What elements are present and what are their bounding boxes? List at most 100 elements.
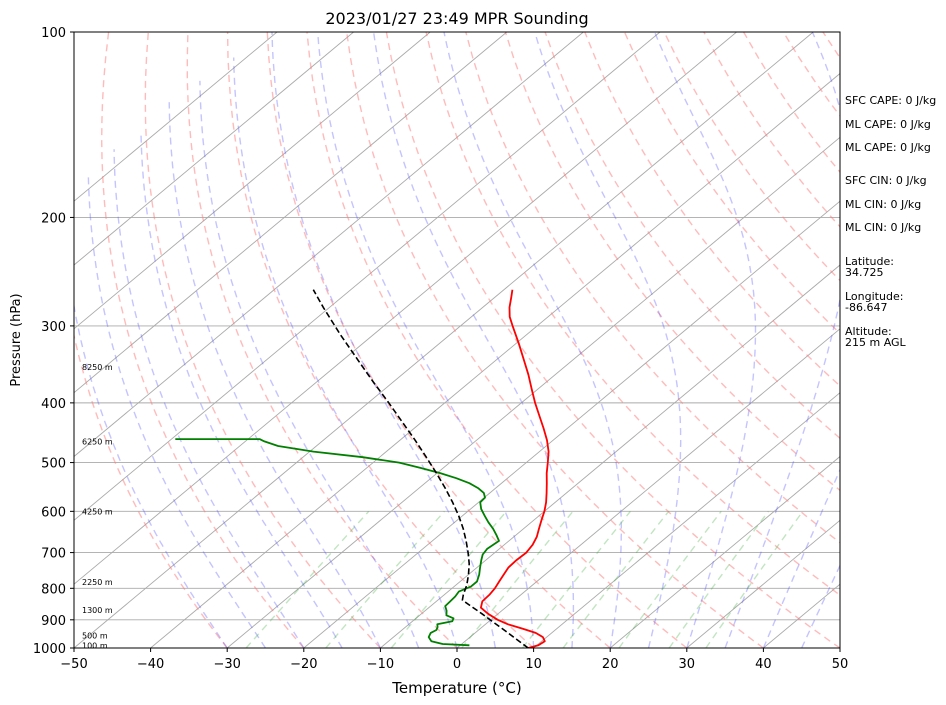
moist-adiabat [168,102,382,648]
isotherm-line [226,136,840,648]
altitude-value: 215 m AGL [845,336,906,349]
isotherm-line [150,72,840,648]
mixing-ratio-line [325,510,445,648]
ml-cape-text-2: ML CAPE: 0 J/kg [845,141,931,154]
ml-cin-text-2: ML CIN: 0 J/kg [845,221,922,234]
isotherm-line [74,32,661,521]
y-tick-label: 800 [41,582,66,597]
isotherm-line [686,519,840,648]
x-tick-label: 50 [832,657,849,672]
y-tick-label: 700 [41,547,66,562]
height-label: 2250 m [82,578,113,587]
isotherm-line [74,32,354,266]
latitude-value: 34.725 [845,266,884,279]
height-label: 500 m [82,632,108,641]
ml-cape-text: ML CAPE: 0 J/kg [845,118,931,131]
background-lines [74,32,946,648]
temperature-line [480,289,550,648]
dry-adiabat [266,32,611,648]
isotherm-line [74,32,814,648]
moist-adiabat [724,32,840,648]
y-tick-label: 400 [41,397,66,412]
height-label: 1300 m [82,606,113,615]
x-tick-label: −20 [290,657,317,672]
x-tick-label: 10 [525,657,542,672]
mixing-ratio-line [562,510,670,648]
dewpoint-line [175,438,500,647]
isotherm-line [74,32,508,394]
y-axis-label: Pressure (hPa) [9,293,24,386]
dry-adiabat [186,32,458,648]
dry-adiabat [226,32,535,648]
altitude-label: Altitude: [845,325,892,338]
moist-adiabat [199,80,420,648]
x-tick-label: 20 [602,657,619,672]
isotherm-line [74,32,431,330]
dry-adiabat [942,32,946,648]
isotherm-line [74,32,584,458]
moist-adiabat [74,302,228,648]
moist-adiabat [87,173,267,648]
y-tick-label: 300 [41,320,66,335]
dry-adiabat [584,32,840,387]
moist-adiabat [140,131,343,648]
chart-title: 2023/01/27 23:49 MPR Sounding [325,9,588,28]
moist-adiabat [534,32,682,648]
isotherm-line [303,200,840,648]
dry-adiabat [623,32,840,335]
dry-adiabat [74,332,228,648]
height-label: 6250 m [82,437,113,446]
y-tick-label: 200 [41,211,66,226]
sfc-cape-text: SFC CAPE: 0 J/kg [845,94,937,107]
isotherm-line [74,32,737,585]
x-tick-label: −50 [60,657,87,672]
moist-adiabat [317,32,535,648]
height-label: 100 m [82,641,108,650]
dry-adiabat [385,32,840,648]
isotherm-line [456,328,840,648]
dry-adiabat [144,32,381,648]
dry-adiabat [101,32,305,648]
profile-lines [175,289,550,648]
y-tick-label: 500 [41,457,66,472]
parcel-line [312,289,529,648]
x-axis-label: Temperature (°C) [391,679,521,697]
isotherm-line [380,264,840,648]
x-tick-label: 30 [679,657,696,672]
mixing-ratio-line [705,510,804,648]
moist-adiabat [271,32,496,648]
y-tick-label: 1000 [33,642,66,657]
ml-cin-text: ML CIN: 0 J/kg [845,198,922,211]
dry-adiabat [346,32,764,648]
mixing-ratio-line [245,510,370,648]
moist-adiabat [762,467,840,648]
x-tick-label: −10 [367,657,394,672]
mixing-ratio-line [618,510,722,648]
x-tick-label: −40 [137,657,164,672]
mixing-ratio-line [668,510,769,648]
moist-adiabat [653,32,757,648]
mixing-ratio-line [521,510,631,648]
height-label: 4250 m [82,507,113,516]
mixing-ratio-line [390,510,507,648]
height-label: 8250 m [82,363,113,372]
isotherm-line [609,455,840,648]
x-tick-label: 0 [453,657,461,672]
mixing-ratio-line [461,510,574,648]
x-tick-label: 40 [755,657,772,672]
moist-adiabat [443,32,622,648]
moist-adiabat [233,57,458,648]
longitude-label: Longitude: [845,290,904,303]
moist-adiabat [372,32,575,648]
x-tick-label: −30 [213,657,240,672]
dry-adiabat [425,32,840,596]
dry-adiabat [504,32,840,492]
y-tick-label: 100 [41,26,66,41]
longitude-value: -86.647 [845,301,888,314]
latitude-label: Latitude: [845,255,894,268]
isotherm-line [533,392,840,648]
isotherm-line [74,32,278,202]
y-tick-label: 900 [41,614,66,629]
